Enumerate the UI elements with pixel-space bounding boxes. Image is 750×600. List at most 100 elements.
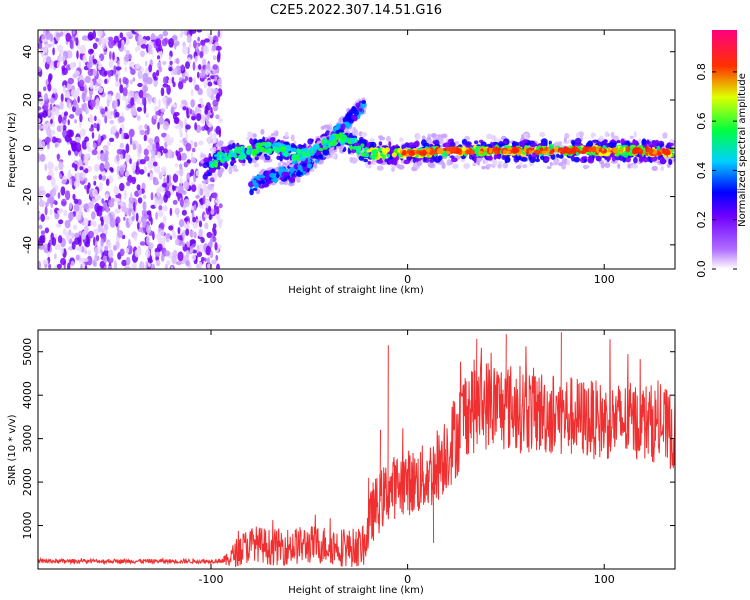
track-peak	[588, 146, 592, 153]
noise-blob	[186, 172, 190, 181]
noise-blob	[98, 37, 102, 46]
noise-blob	[146, 210, 152, 216]
noise-blob	[44, 93, 48, 101]
track-halo	[273, 130, 278, 134]
noise-blob	[71, 162, 76, 168]
noise-blob	[50, 129, 56, 136]
secondary-track-body	[252, 179, 257, 186]
track-core	[349, 144, 353, 151]
noise-blob	[78, 158, 83, 167]
noise-blob	[180, 64, 185, 71]
noise-blob	[153, 161, 158, 167]
noise-blob	[134, 233, 137, 242]
noise-blob	[115, 111, 120, 118]
secondary-track-halo	[338, 117, 344, 124]
noise-blob	[57, 209, 63, 214]
noise-blob	[110, 126, 117, 134]
track-halo	[631, 163, 639, 169]
track-body	[202, 173, 208, 180]
noise-blob	[212, 132, 218, 138]
noise-blob	[43, 244, 49, 248]
track-peak	[421, 149, 427, 157]
track-core	[323, 138, 328, 143]
noise-blob	[211, 44, 217, 52]
noise-blob	[206, 231, 213, 239]
noise-blob	[191, 184, 197, 192]
noise-blob	[198, 261, 203, 269]
noise-blob	[39, 153, 46, 162]
track-body	[540, 155, 545, 161]
noise-blob	[185, 124, 191, 130]
noise-blob	[185, 133, 189, 141]
noise-blob	[204, 213, 210, 219]
noise-blob	[126, 217, 130, 225]
noise-blob	[108, 39, 114, 49]
noise-blob	[115, 80, 121, 88]
track-core	[259, 146, 265, 151]
noise-blob	[114, 197, 121, 203]
secondary-track-body	[301, 162, 307, 167]
noise-blob	[169, 207, 173, 216]
track-body	[626, 140, 630, 145]
noise-blob	[171, 76, 175, 84]
noise-blob	[167, 149, 173, 159]
noise-blob	[104, 245, 108, 252]
noise-blob	[51, 237, 57, 247]
spectrogram-ylabel: Frequency (Hz)	[7, 112, 18, 188]
noise-blob	[193, 141, 198, 148]
noise-blob	[175, 187, 179, 193]
noise-blob	[146, 235, 150, 245]
noise-blob	[72, 73, 79, 79]
noise-blob	[172, 173, 179, 183]
noise-blob	[38, 260, 41, 269]
noise-blob	[190, 30, 197, 34]
noise-blob	[140, 44, 147, 49]
noise-blob	[74, 136, 81, 143]
noise-blob	[191, 254, 196, 261]
noise-blob	[121, 259, 128, 267]
track-halo	[492, 159, 498, 166]
noise-blob	[91, 132, 95, 139]
secondary-track-body	[265, 172, 270, 176]
noise-blob	[205, 245, 212, 256]
noise-blob	[119, 142, 125, 149]
track-core	[341, 134, 346, 138]
noise-blob	[41, 140, 46, 150]
noise-blob	[195, 219, 200, 224]
noise-blob	[71, 175, 75, 186]
noise-blob	[128, 128, 135, 138]
track-body	[451, 157, 458, 163]
noise-blob	[192, 61, 196, 71]
noise-blob	[157, 55, 160, 60]
noise-blob	[200, 39, 206, 46]
noise-blob	[91, 197, 97, 203]
noise-blob	[60, 186, 66, 196]
track-core	[308, 149, 313, 154]
noise-blob	[186, 221, 190, 230]
noise-blob	[176, 151, 181, 161]
track-halo	[491, 135, 496, 140]
noise-blob	[83, 203, 90, 210]
noise-blob	[159, 230, 165, 237]
noise-blob	[212, 88, 219, 95]
noise-blob	[170, 106, 175, 115]
noise-blob	[62, 55, 66, 62]
noise-blob	[190, 89, 194, 97]
y-tick-label: 40	[21, 45, 34, 59]
track-body	[550, 153, 556, 160]
noise-blob	[104, 150, 109, 157]
noise-blob	[83, 217, 89, 227]
noise-blob	[91, 211, 96, 220]
track-body	[279, 155, 283, 162]
noise-blob	[39, 234, 45, 245]
noise-blob	[139, 169, 145, 175]
track-core	[241, 147, 245, 154]
secondary-track-body	[340, 123, 346, 131]
colorbar-tick-label: 0.0	[695, 260, 708, 278]
track-core	[306, 153, 311, 157]
noise-blob	[164, 250, 171, 257]
noise-blob	[158, 116, 164, 125]
track-body	[593, 139, 597, 144]
track-body	[522, 139, 529, 144]
noise-blob	[201, 58, 207, 66]
